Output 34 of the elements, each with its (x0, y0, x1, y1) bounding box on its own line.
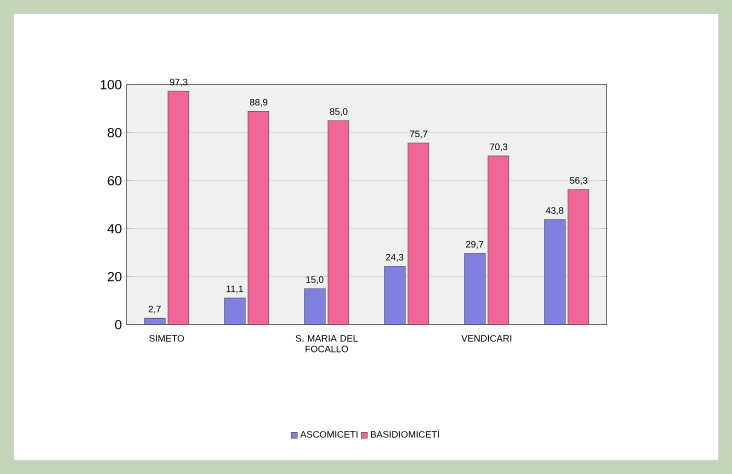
bar (464, 253, 486, 325)
x-tick-label: SIMETO (149, 335, 184, 342)
bar (408, 142, 430, 325)
data-label: 15,0 (306, 276, 324, 284)
data-label: 24,3 (386, 254, 404, 262)
bar (488, 156, 510, 325)
y-tick-label: 40 (107, 224, 122, 234)
bar (544, 219, 566, 325)
bar (328, 120, 350, 325)
y-tick-label: 80 (108, 128, 122, 138)
data-label: 2,7 (148, 306, 161, 314)
y-tick-label: 20 (108, 272, 122, 282)
data-label: 56,3 (570, 177, 588, 185)
bar (568, 189, 590, 325)
y-tick-label: 60 (108, 176, 122, 186)
x-tick-label: S. MARIA DEL FOCALLO (296, 335, 358, 352)
legend-label: BASIDIOMICETI (371, 431, 439, 438)
data-label: 70,3 (490, 144, 508, 152)
y-tick-label: 0 (115, 320, 122, 330)
data-label: 11,1 (226, 286, 243, 294)
data-label: 29,7 (466, 240, 484, 249)
bar (144, 318, 166, 325)
x-tick-label: VENDICARI (461, 335, 512, 342)
bar (168, 90, 190, 325)
bar (248, 111, 270, 325)
bar (304, 288, 326, 325)
data-label: 75,7 (410, 130, 428, 138)
legend-label: ASCOMICETI (300, 431, 358, 438)
data-label: 43,8 (546, 207, 564, 215)
bar (384, 266, 406, 325)
bar (224, 298, 246, 325)
data-label: 88,9 (250, 98, 268, 107)
data-label: 85,0 (330, 108, 348, 116)
y-tick-label: 100 (100, 80, 122, 90)
